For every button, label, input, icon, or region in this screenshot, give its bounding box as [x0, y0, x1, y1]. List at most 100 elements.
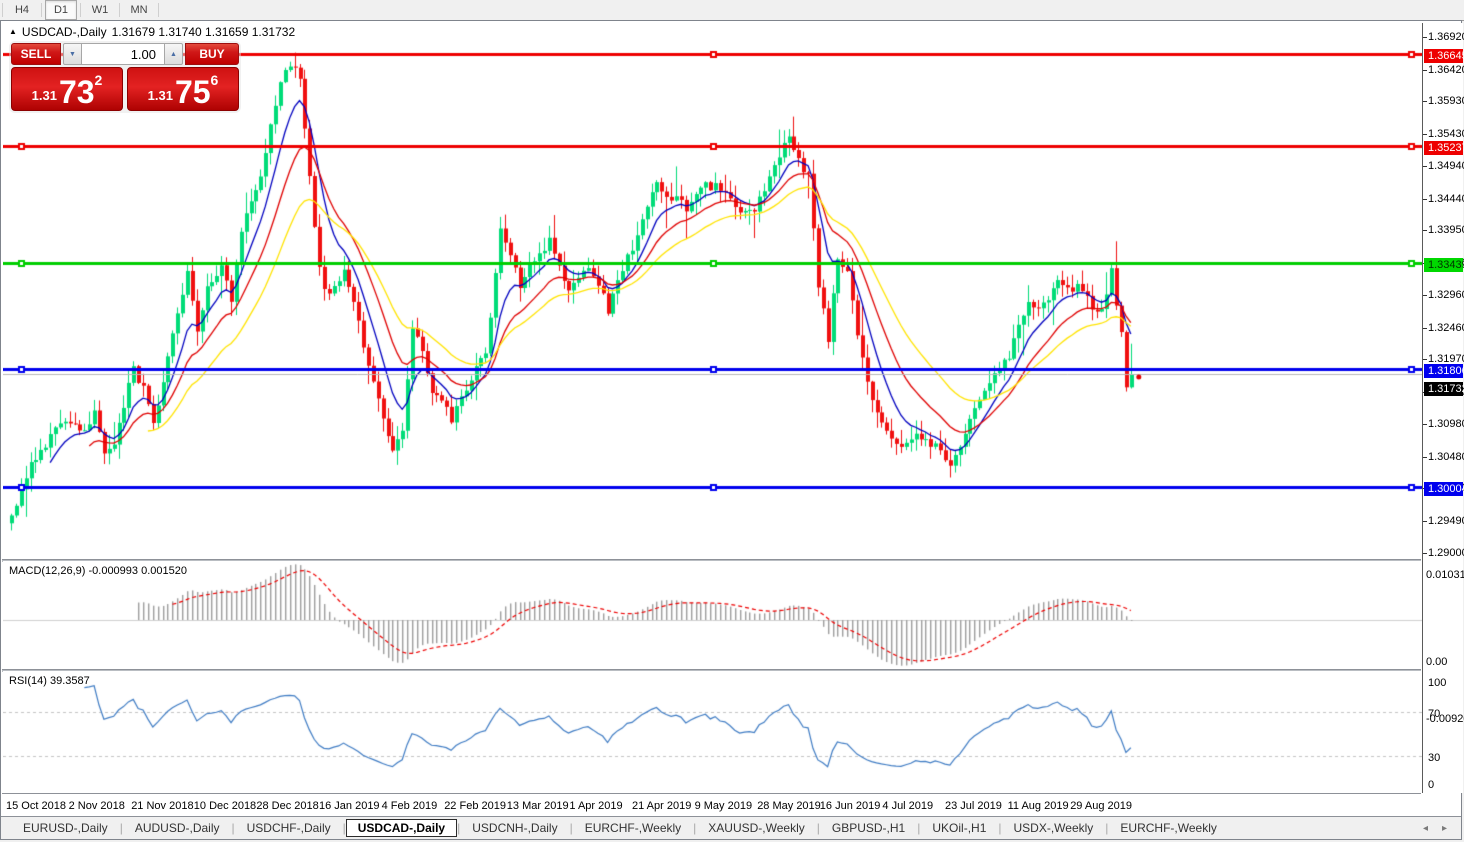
- price-tick: 1.35930: [1428, 95, 1464, 108]
- tab-scroll-right-icon[interactable]: ▸: [1441, 822, 1447, 834]
- macd-scale-label: -0.009203: [1426, 713, 1464, 725]
- sell-button[interactable]: SELL: [11, 43, 61, 65]
- timeframe-d1[interactable]: D1: [45, 0, 77, 20]
- price-line-label: 1.36645: [1424, 48, 1464, 63]
- tab-ukoil-h1[interactable]: UKOil-,H1: [932, 821, 987, 835]
- time-axis-label: 10 Dec 2018: [193, 800, 257, 812]
- price-line-label: 1.31806: [1424, 364, 1464, 379]
- toolbar-separator: [158, 3, 159, 17]
- time-axis-label: 2 Nov 2018: [68, 800, 125, 812]
- price-tick-mark: [1423, 423, 1427, 425]
- price-tick: 1.29490: [1428, 515, 1464, 528]
- tab-scroll-left-icon[interactable]: ◂: [1422, 822, 1428, 834]
- macd-canvas[interactable]: [3, 561, 1422, 669]
- price-tick-mark: [1423, 101, 1427, 103]
- buy-price-prefix: 1.31: [147, 88, 173, 103]
- tab-separator: |: [917, 821, 921, 835]
- tab-usdcnh-daily[interactable]: USDCNH-,Daily: [472, 821, 558, 835]
- price-tick: 1.32460: [1428, 321, 1464, 334]
- tab-separator: |: [231, 821, 235, 835]
- sell-price-display[interactable]: 1.31 73 2: [11, 67, 123, 111]
- macd-values: -0.000993 0.001520: [88, 565, 187, 577]
- collapse-arrow-icon[interactable]: ▲: [9, 27, 17, 36]
- macd-scale-label: 0.00: [1426, 656, 1448, 668]
- price-tick: 1.33950: [1428, 224, 1464, 237]
- time-axis-label: 22 Feb 2019: [444, 800, 506, 812]
- price-tick-mark: [1423, 69, 1427, 71]
- time-axis-label: 4 Jul 2019: [882, 800, 934, 812]
- buy-price-display[interactable]: 1.31 75 6: [127, 67, 239, 111]
- rsi-name: RSI(14): [9, 675, 47, 687]
- tab-eurchf-weekly[interactable]: EURCHF-,Weekly: [1120, 821, 1217, 835]
- price-tick-mark: [1423, 521, 1427, 523]
- price-line-label: 1.33439: [1424, 257, 1464, 272]
- price-tick: 1.31970: [1428, 353, 1464, 366]
- pane-separator: [2, 793, 1421, 794]
- rsi-scale-label: 100: [1428, 677, 1447, 689]
- price-tick-mark: [1423, 456, 1427, 458]
- volume-input[interactable]: 1.00: [82, 43, 164, 65]
- chart-window: 1.36920 1.36420 1.35930 1.35430 1.34940 1.344…: [0, 20, 1464, 840]
- time-axis-label: 21 Apr 2019: [632, 800, 692, 812]
- tab-separator: |: [1105, 821, 1109, 835]
- toolbar-separator: [80, 3, 81, 17]
- macd-scale-label: 0.010311: [1426, 569, 1464, 581]
- chart-tab-bar: EURUSD-,Daily | AUDUSD-,Daily | USDCHF-,Dail…: [1, 816, 1461, 839]
- time-axis-label: 4 Feb 2019: [381, 800, 438, 812]
- tab-separator: |: [342, 821, 346, 835]
- volume-decrease-button[interactable]: ▼: [63, 43, 82, 65]
- one-click-trading-panel: SELL ▼ 1.00 ▲ BUY 1.31 73 2 1.31 75 6: [9, 41, 241, 113]
- price-tick: 1.30980: [1428, 417, 1464, 430]
- rsi-scale-label: 0: [1428, 779, 1435, 791]
- timeframe-w1[interactable]: W1: [91, 4, 109, 16]
- price-tick: 1.32960: [1428, 288, 1464, 301]
- tab-gbpusd-h1[interactable]: GBPUSD-,H1: [831, 821, 906, 835]
- rsi-canvas[interactable]: [3, 671, 1422, 793]
- tab-usdx-weekly[interactable]: USDX-,Weekly: [1013, 821, 1094, 835]
- buy-price-big: 75: [174, 74, 211, 110]
- time-axis-label: 15 Oct 2018: [6, 800, 66, 812]
- rsi-indicator-label: RSI(14) 39.3587: [9, 675, 90, 687]
- price-chart-canvas[interactable]: [3, 23, 1422, 559]
- rsi-value: 39.3587: [49, 675, 90, 687]
- time-axis-label: 11 Aug 2019: [1007, 800, 1069, 812]
- buy-price-sup: 6: [210, 72, 219, 88]
- price-scale[interactable]: 1.36920 1.36420 1.35930 1.35430 1.34940 1.344…: [1422, 23, 1464, 793]
- price-tick: 1.35430: [1428, 128, 1464, 141]
- time-axis-label: 28 May 2019: [757, 800, 821, 812]
- sell-price-sup: 2: [94, 72, 103, 88]
- toolbar-separator: [2, 3, 3, 17]
- price-tick: 1.30480: [1428, 450, 1464, 463]
- tab-usdchf-daily[interactable]: USDCHF-,Daily: [246, 821, 331, 835]
- price-line-label: 1.30004: [1424, 481, 1464, 496]
- tab-eurchf-weekly[interactable]: EURCHF-,Weekly: [584, 821, 682, 835]
- time-axis-label: 13 Mar 2019: [506, 800, 569, 812]
- tab-separator: |: [569, 821, 573, 835]
- tab-audusd-daily[interactable]: AUDUSD-,Daily: [134, 821, 220, 835]
- tab-separator: |: [693, 821, 697, 835]
- volume-increase-button[interactable]: ▲: [164, 43, 183, 65]
- price-tick-mark: [1423, 552, 1427, 554]
- buy-button[interactable]: BUY: [185, 43, 239, 65]
- toolbar-separator: [119, 3, 120, 17]
- tab-eurusd-daily[interactable]: EURUSD-,Daily: [23, 821, 108, 835]
- tab-separator: |: [119, 821, 123, 835]
- time-axis-label: 23 Jul 2019: [945, 800, 1002, 812]
- timeframe-mn[interactable]: MN: [130, 4, 148, 16]
- tab-separator: |: [816, 821, 820, 835]
- tab-xauusd-weekly[interactable]: XAUUSD-,Weekly: [708, 821, 805, 835]
- price-tick-mark: [1423, 198, 1427, 200]
- time-axis-label: 1 Apr 2019: [569, 800, 623, 812]
- chart-quotes: 1.31679 1.31740 1.31659 1.31732: [111, 25, 296, 39]
- tab-usdcad-daily[interactable]: USDCAD-,Daily: [345, 819, 458, 837]
- time-axis[interactable]: 15 Oct 2018 2 Nov 2018 21 Nov 2018 10 Dec 2…: [1, 794, 1421, 818]
- tab-separator: |: [457, 821, 461, 835]
- price-line-label: 1.35237: [1424, 140, 1464, 155]
- time-axis-label: 21 Nov 2018: [131, 800, 194, 812]
- timeframe-h4[interactable]: H4: [14, 4, 30, 16]
- price-tick-mark: [1423, 165, 1427, 167]
- tab-separator: |: [998, 821, 1002, 835]
- chart-symbol-title: USDCAD-,Daily: [21, 25, 107, 39]
- price-tick-mark: [1423, 359, 1427, 361]
